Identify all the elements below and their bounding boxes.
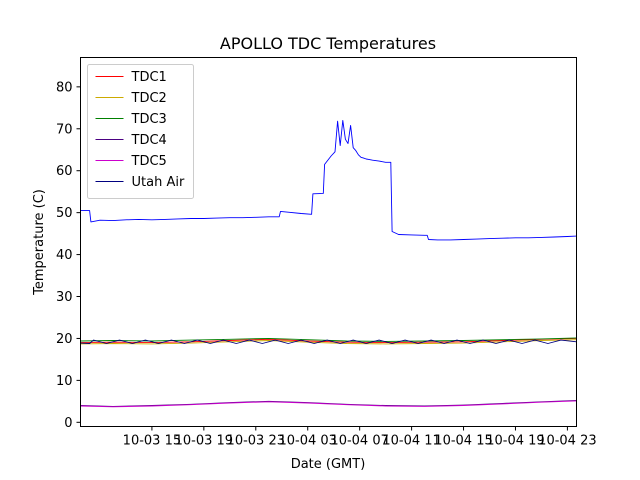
x-tick-label-2: 10-03 23 — [227, 434, 285, 449]
y-tick-label-2: 20 — [56, 332, 73, 347]
y-tick-label-3: 30 — [56, 290, 73, 305]
y-tick-label-6: 60 — [56, 164, 73, 179]
y-tick-label-8: 80 — [56, 80, 73, 95]
legend: TDC1 TDC2 TDC3 TDC4 TDC5 Utah Air — [87, 64, 194, 199]
y-tick-label-7: 70 — [56, 122, 73, 137]
x-tick-label-7: 10-04 19 — [486, 434, 544, 449]
legend-label-3: TDC4 — [131, 133, 167, 148]
y-tick-label-1: 10 — [56, 374, 73, 389]
x-tick-label-8: 10-04 23 — [538, 434, 596, 449]
x-tick-label-5: 10-04 11 — [382, 434, 440, 449]
x-tick-label-3: 10-04 03 — [278, 434, 336, 449]
legend-label-2: TDC3 — [131, 112, 167, 127]
series-line-0 — [80, 337, 577, 344]
series-line-6 — [80, 119, 577, 241]
x-tick-label-4: 10-04 07 — [330, 434, 388, 449]
legend-label-5: Utah Air — [132, 175, 185, 190]
y-axis-label: Temperature (C) — [32, 189, 47, 296]
x-axis-label: Date (GMT) — [291, 457, 366, 472]
y-tick-label-0: 0 — [64, 416, 72, 431]
y-tick-label-5: 50 — [56, 206, 73, 221]
series-line-4 — [80, 400, 577, 408]
series-line-5 — [80, 339, 577, 344]
series-layer — [80, 119, 577, 408]
chart-title: APOLLO TDC Temperatures — [220, 34, 436, 53]
legend-label-4: TDC5 — [131, 154, 167, 169]
y-tick-label-4: 40 — [56, 248, 73, 263]
legend-label-0: TDC1 — [131, 70, 167, 85]
plot-frame — [80, 57, 577, 427]
x-tick-label-1: 10-03 19 — [175, 434, 233, 449]
legend-label-1: TDC2 — [131, 91, 167, 106]
x-tick-label-0: 10-03 15 — [123, 434, 181, 449]
x-tick-label-6: 10-04 15 — [434, 434, 492, 449]
